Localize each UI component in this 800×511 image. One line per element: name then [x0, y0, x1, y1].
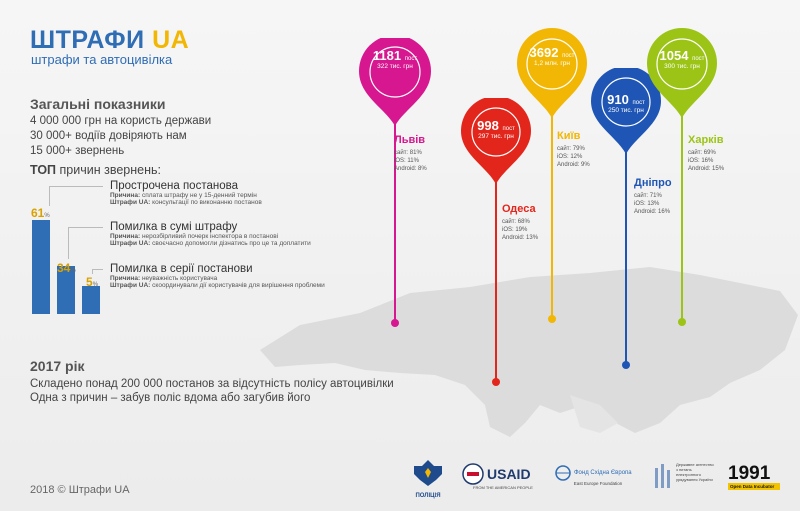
- general-line: 15 000+ звернень: [30, 145, 125, 157]
- city-stats-dnipro: Дніпро сайт: 71% iOS: 13% Android: 16%: [634, 177, 672, 215]
- pin-dnipro: [591, 68, 661, 369]
- copyright: 2018 © Штрафи UA: [30, 484, 130, 496]
- year-line: Складено понад 200 000 постанов за відсу…: [30, 378, 394, 390]
- brand-title: ШТРАФИ UA: [30, 26, 189, 55]
- pin-kharkiv-label: 1054 пост 300 тис. грн: [659, 48, 705, 70]
- brand-title-main: ШТРАФИ: [30, 26, 145, 54]
- reason-cause: Причина: сплата штрафу не у 15-денний те…: [110, 192, 257, 199]
- reason-bar: [32, 220, 50, 314]
- reason-cause: Причина: неуважність користувача: [110, 275, 218, 282]
- incubator-logo: 1991 Open Data Incubator: [728, 464, 780, 490]
- reason-bar: [82, 286, 100, 314]
- usaid-seal-icon: [462, 463, 484, 485]
- reason-bracket: [68, 227, 103, 259]
- year-title: 2017 рік: [30, 358, 85, 374]
- reason-pct: 61%: [31, 206, 50, 220]
- city-name: Львів: [394, 134, 426, 146]
- pin-odesa-label: 998 пост 297 тис. грн: [477, 118, 515, 140]
- police-shield-icon: [414, 460, 442, 486]
- reason-bar: [57, 266, 75, 314]
- pin-kyiv: [517, 28, 587, 323]
- pin-lviv-label: 1181 пост 322 тис. грн: [372, 48, 418, 70]
- reason-title: Прострочена постанова: [110, 180, 238, 192]
- reason-item: Прострочена постанова Причина: сплата шт…: [110, 180, 262, 206]
- reason-title: Помилка в сумі штрафу: [110, 221, 238, 233]
- general-line: 4 000 000 грн на користь держави: [30, 115, 212, 127]
- brand-subtitle: штрафи та автоцивілка: [31, 52, 173, 67]
- city-name: Харків: [688, 134, 724, 146]
- brand-title-accent: UA: [152, 26, 190, 54]
- top-reasons-title-rest: причин звернень:: [59, 163, 161, 177]
- reason-item: Помилка в серії постанови Причина: неува…: [110, 263, 325, 289]
- city-stats-kharkiv: Харків сайт: 69% iOS: 16% Android: 15%: [688, 134, 725, 172]
- usaid-logo: USAID FROM THE AMERICAN PEOPLE: [462, 463, 544, 490]
- pin-odesa: [461, 98, 531, 386]
- reason-pct: 5%: [86, 275, 99, 289]
- fund-logo: Фонд Східна Європа East Europe Foundatio…: [555, 465, 641, 486]
- top-reasons-title-bold: ТОП: [30, 163, 57, 177]
- general-title: Загальні показники: [30, 96, 166, 112]
- general-line: 30 000+ водіїв довіряють нам: [30, 130, 187, 142]
- city-stats-odesa: Одеса сайт: 68% iOS: 19% Android: 13%: [502, 203, 539, 241]
- reason-help: Штрафи UA: своєчасно допомогли дізнатись…: [110, 240, 311, 247]
- reason-help: Штрафи UA: консультації по виконанню пос…: [110, 199, 262, 206]
- reason-pct: 34%: [57, 261, 76, 275]
- fund-globe-icon: [555, 465, 571, 481]
- reason-bracket: [49, 186, 103, 206]
- reason-title: Помилка в серії постанови: [110, 263, 253, 275]
- pin-kharkiv: [647, 28, 717, 326]
- police-logo: ПОЛІЦІЯ: [410, 458, 446, 499]
- reason-cause: Причина: нерозбірливий почерк інспектора…: [110, 233, 279, 240]
- reason-bracket: [92, 269, 103, 274]
- reason-help: Штрафи UA: скоординували дії користувачі…: [110, 282, 325, 289]
- ministry-logo: Державне агентство з питань електронного…: [652, 462, 714, 490]
- city-name: Дніпро: [634, 177, 672, 189]
- pin-lviv: [359, 38, 431, 327]
- city-name: Київ: [557, 130, 581, 142]
- top-reasons-title: ТОП причин звернень:: [30, 163, 161, 177]
- reason-item: Помилка в сумі штрафу Причина: нерозбірл…: [110, 221, 311, 247]
- pin-kyiv-label: 3692 пост 1,2 млн. грн: [529, 45, 575, 67]
- ministry-building-icon: [655, 464, 670, 488]
- year-line: Одна з причин – забув поліс вдома або за…: [30, 392, 311, 404]
- city-stats-lviv: Львів сайт: 81% iOS: 11% Android: 8%: [394, 134, 427, 172]
- city-stats-kyiv: Київ сайт: 79% iOS: 12% Android: 9%: [557, 130, 590, 168]
- pin-dnipro-label: 910 пост 250 тис. грн: [607, 92, 645, 114]
- city-name: Одеса: [502, 203, 536, 215]
